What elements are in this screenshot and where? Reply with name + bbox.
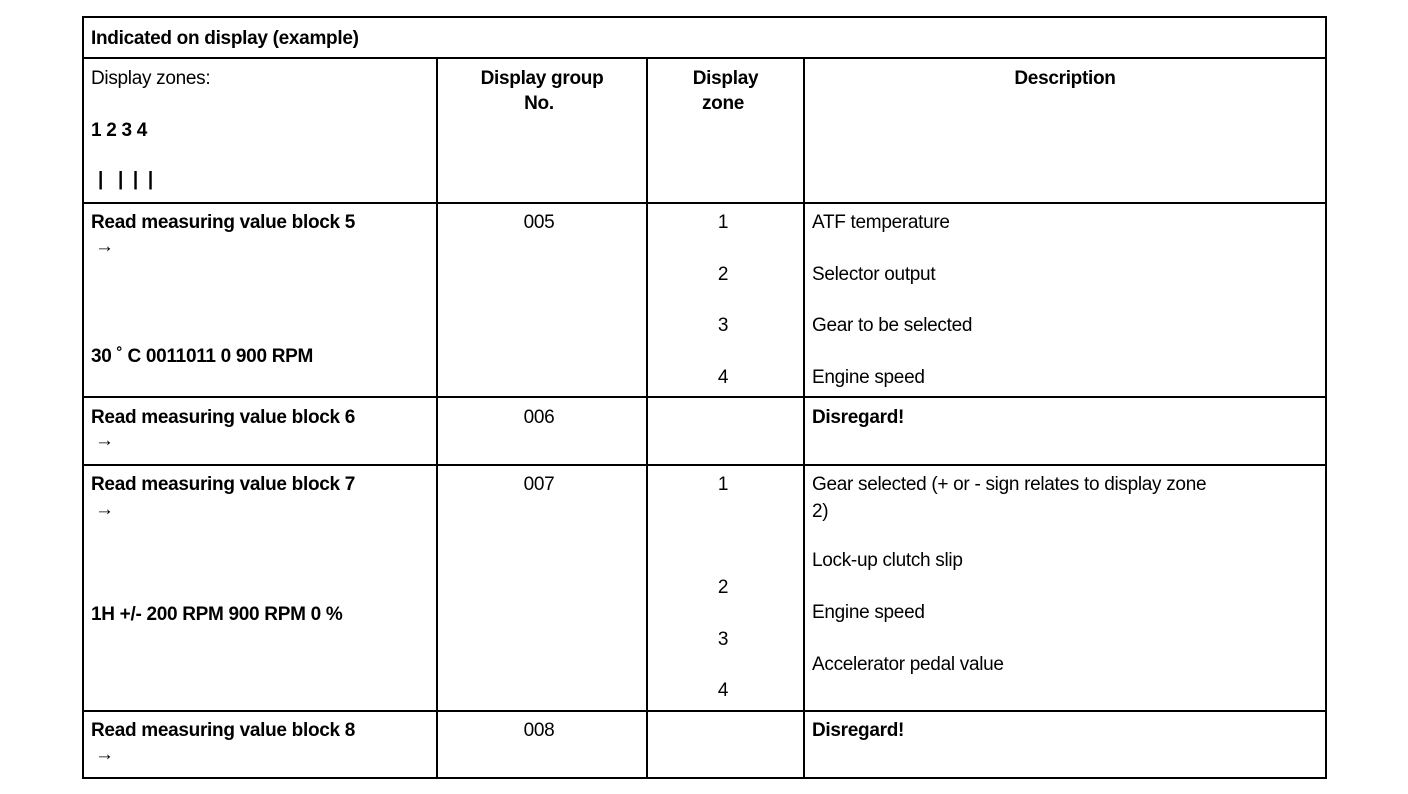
block-label: Read measuring value block 6 [91, 407, 356, 428]
col-header-zone: Display [692, 68, 759, 89]
display-zone: 2 [717, 264, 729, 285]
display-zone: 4 [717, 367, 729, 388]
description: Engine speed [812, 602, 925, 623]
display-zone: 3 [717, 629, 729, 650]
block-label: Read measuring value block 5 [91, 212, 356, 233]
col-header-description: Description [1014, 68, 1116, 89]
arrow-icon: → [95, 236, 114, 257]
col-header-zone-2: zone [701, 93, 745, 114]
table-border-left [82, 16, 84, 779]
description: 2) [812, 501, 829, 522]
column-divider [803, 57, 805, 779]
row-divider [83, 710, 1327, 712]
block-label: Read measuring value block 8 [91, 720, 356, 741]
display-group: 006 [523, 407, 555, 428]
description: Disregard! [812, 407, 905, 428]
zone-bars: | | | | [98, 169, 153, 190]
description: Gear selected (+ or - sign relates to di… [812, 474, 1207, 495]
display-zones-label: Display zones: [91, 68, 211, 89]
display-zone: 3 [717, 315, 729, 336]
example-readout: 30 ˚ C 0011011 0 900 RPM [91, 346, 314, 367]
table-title: Indicated on display (example) [91, 28, 359, 49]
zone-numbers: 1 2 3 4 [91, 120, 148, 141]
table-border-top [83, 16, 1327, 18]
table-border-bottom [83, 777, 1327, 779]
description: Disregard! [812, 720, 905, 741]
column-divider [436, 57, 438, 779]
description: Accelerator pedal value [812, 654, 1004, 675]
arrow-icon: → [95, 430, 114, 451]
display-zone: 1 [717, 474, 729, 495]
table-border-right [1325, 16, 1327, 779]
display-group: 005 [523, 212, 555, 233]
row-divider [83, 464, 1327, 466]
description: ATF temperature [812, 212, 950, 233]
col-header-group-no: No. [524, 93, 554, 114]
display-group: 007 [523, 474, 555, 495]
display-zone: 2 [717, 577, 729, 598]
block-label: Read measuring value block 7 [91, 474, 356, 495]
row-divider [83, 202, 1327, 204]
arrow-icon: → [95, 744, 114, 765]
display-zone: 1 [717, 212, 729, 233]
display-zone: 4 [717, 680, 729, 701]
col-header-group: Display group [480, 68, 604, 89]
column-divider [646, 57, 648, 779]
description: Lock-up clutch slip [812, 550, 963, 571]
row-divider [83, 57, 1327, 59]
description: Engine speed [812, 367, 925, 388]
description: Selector output [812, 264, 936, 285]
display-group: 008 [523, 720, 555, 741]
description: Gear to be selected [812, 315, 973, 336]
arrow-icon: → [95, 499, 114, 520]
row-divider [83, 396, 1327, 398]
example-readout: 1H +/- 200 RPM 900 RPM 0 % [91, 604, 343, 625]
